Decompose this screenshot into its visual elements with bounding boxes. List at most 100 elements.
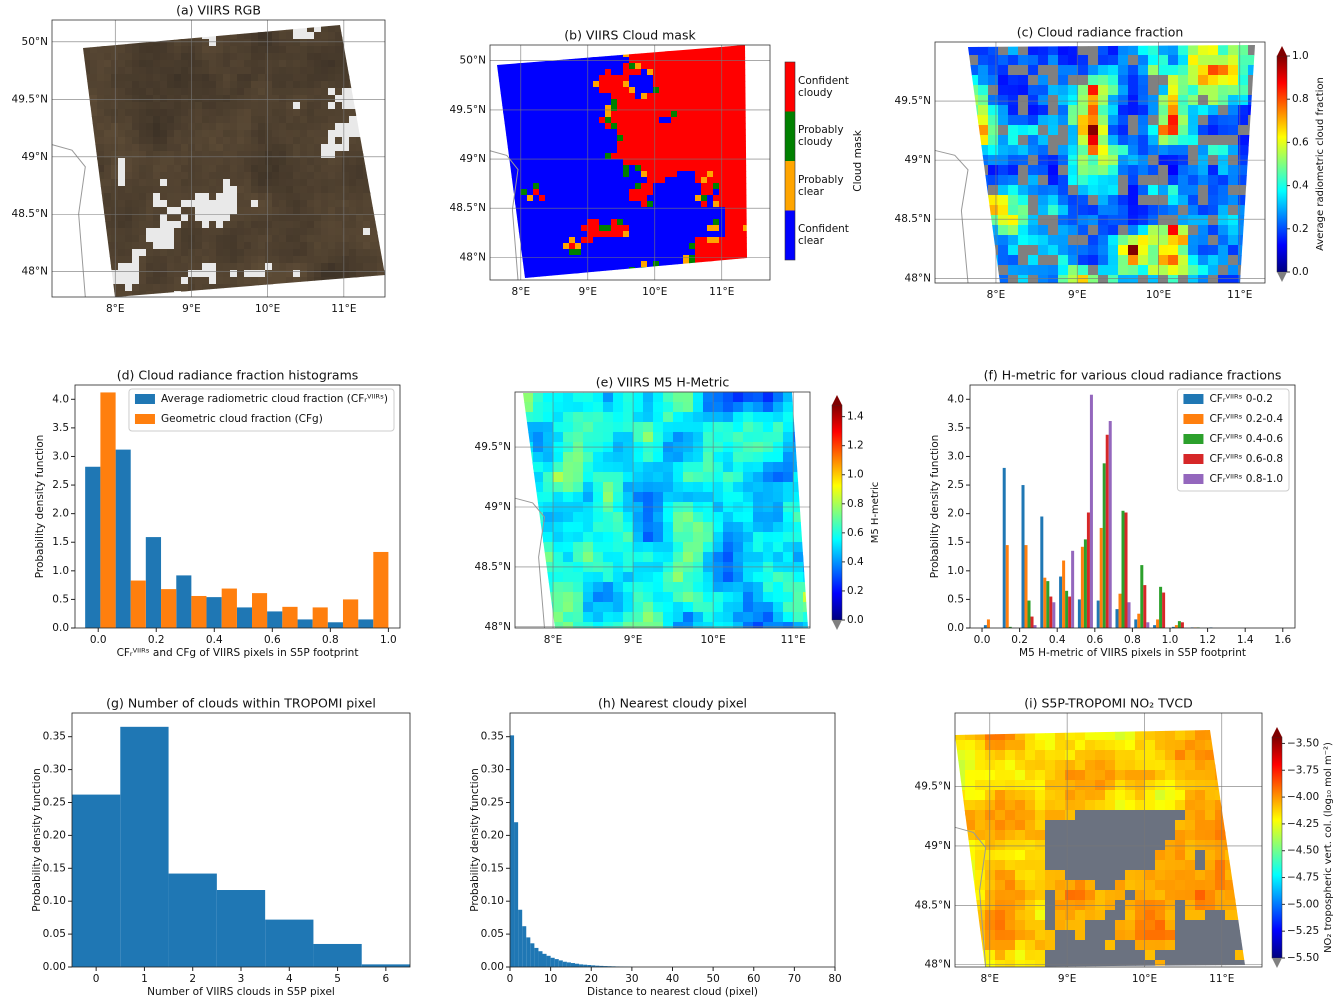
map-pixel [703, 622, 714, 628]
map-pixel [653, 87, 660, 94]
map-pixel [533, 267, 540, 274]
map-pixel [575, 153, 582, 160]
map-pixel [523, 612, 534, 623]
map-pixel [356, 25, 364, 33]
map-pixel [593, 462, 604, 473]
map-pixel [111, 109, 119, 117]
map-pixel [1138, 225, 1149, 236]
map-pixel [725, 177, 732, 184]
map-pixel [1218, 265, 1229, 276]
map-pixel [272, 228, 280, 236]
map-pixel [1238, 115, 1249, 126]
map-pixel [1168, 105, 1179, 116]
map-pixel [593, 402, 604, 413]
map-pixel [623, 111, 630, 118]
map-pixel [623, 452, 634, 463]
map-pixel [539, 99, 546, 106]
map-pixel [689, 231, 696, 238]
bar [176, 575, 192, 628]
map-pixel [503, 51, 510, 58]
map-pixel [146, 270, 154, 278]
map-pixel [314, 109, 322, 117]
map-pixel [356, 116, 364, 124]
map-pixel [356, 270, 364, 278]
y-tick-label: 48°N [905, 272, 931, 284]
map-pixel [111, 228, 119, 236]
map-pixel [988, 75, 999, 86]
map-pixel [328, 109, 336, 117]
map-pixel [998, 45, 1009, 56]
map-pixel [978, 185, 989, 196]
map-pixel [146, 60, 154, 68]
map-pixel [356, 242, 364, 250]
map-pixel [181, 130, 189, 138]
map-pixel [160, 284, 168, 292]
map-pixel [321, 144, 329, 152]
x-tick-label: 8°E [512, 286, 531, 298]
map-pixel [703, 402, 714, 413]
map-pixel [1228, 225, 1239, 236]
map-pixel [1188, 75, 1199, 86]
map-pixel [573, 392, 584, 403]
map-pixel [202, 137, 210, 145]
map-pixel [573, 422, 584, 433]
map-pixel [587, 237, 594, 244]
map-pixel [1008, 205, 1019, 216]
map-pixel [244, 137, 252, 145]
map-pixel [743, 462, 754, 473]
map-pixel [307, 200, 315, 208]
map-pixel [557, 189, 564, 196]
map-pixel [363, 60, 371, 68]
map-pixel [286, 39, 294, 47]
map-pixel [743, 237, 747, 244]
map-pixel [968, 245, 979, 256]
map-pixel [719, 267, 726, 274]
map-pixel [83, 130, 91, 138]
map-pixel [1158, 145, 1169, 156]
map-pixel [533, 582, 544, 593]
map-pixel [1158, 55, 1169, 66]
map-pixel [1048, 105, 1059, 116]
map-pixel [533, 141, 540, 148]
map-pixel [523, 542, 534, 553]
map-pixel [160, 137, 168, 145]
map-pixel [635, 147, 642, 154]
map-pixel [1198, 245, 1209, 256]
map-pixel [139, 130, 147, 138]
map-pixel [314, 39, 322, 47]
map-pixel [244, 221, 252, 229]
map-pixel [160, 88, 168, 96]
map-pixel [251, 46, 259, 54]
bar [1043, 577, 1047, 628]
map-pixel [181, 235, 189, 243]
map-pixel [216, 95, 224, 103]
map-pixel [279, 95, 287, 103]
map-pixel [139, 235, 147, 243]
map-pixel [209, 207, 217, 215]
map-pixel [265, 207, 273, 215]
map-pixel [611, 201, 618, 208]
map-pixel [783, 462, 794, 473]
map-pixel [181, 221, 189, 229]
map-pixel [569, 45, 576, 52]
map-pixel [617, 117, 624, 124]
map-pixel [497, 45, 504, 52]
map-pixel [167, 137, 175, 145]
map-pixel [653, 231, 660, 238]
map-pixel [603, 602, 614, 613]
map-pixel [1118, 65, 1129, 76]
map-pixel [731, 147, 738, 154]
map-pixel [677, 189, 684, 196]
map-pixel [503, 123, 510, 130]
map-pixel [743, 195, 747, 202]
map-pixel [725, 135, 732, 142]
map-pixel [237, 158, 245, 166]
map-pixel [139, 32, 147, 40]
map-pixel [1068, 255, 1079, 266]
map-pixel [118, 25, 126, 33]
map-pixel [181, 193, 189, 201]
map-pixel [363, 228, 371, 236]
map-pixel [132, 235, 140, 243]
map-pixel [573, 622, 584, 628]
map-pixel [551, 123, 558, 130]
